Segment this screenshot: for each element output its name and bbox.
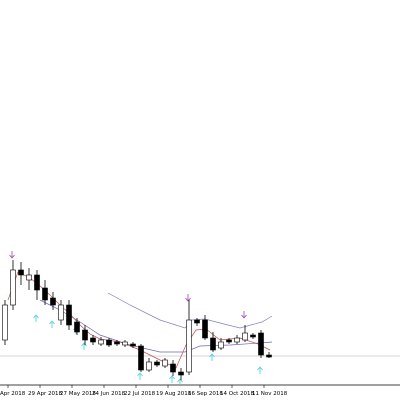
x-tick-label: 24 Jun 2018 <box>92 391 126 397</box>
candle-body <box>42 287 48 301</box>
x-tick-label: 22 Jul 2018 <box>124 391 156 397</box>
fractal-arrows <box>9 251 263 385</box>
candle-body <box>122 341 128 346</box>
candle-body <box>202 319 208 339</box>
candle-body <box>218 341 224 349</box>
candle-body <box>186 319 192 373</box>
candle-body <box>98 339 104 345</box>
x-tick-label: 14 Oct 2018 <box>220 391 255 397</box>
candle-body <box>170 363 176 373</box>
candle-body <box>154 361 160 366</box>
upper-band <box>107 292 273 329</box>
candle-body <box>10 269 16 306</box>
candle-body <box>66 304 72 326</box>
candles <box>2 260 272 380</box>
candle-body <box>178 371 184 376</box>
candle-body <box>250 334 256 338</box>
x-tick-label: 11 Nov 2018 <box>252 391 288 397</box>
candle-body <box>18 269 24 276</box>
candle-body <box>194 319 200 324</box>
candle-body <box>58 304 64 321</box>
candle-body <box>82 329 88 341</box>
candle-body <box>34 274 40 291</box>
x-tick-label: 19 Aug 2018 <box>156 391 192 397</box>
x-tick-label: Apr 2018 <box>0 391 26 397</box>
candle-body <box>50 297 56 306</box>
candle-body <box>146 361 152 371</box>
candle-body <box>242 332 248 341</box>
candle-body <box>106 339 112 346</box>
candle-body <box>2 304 8 341</box>
candle-body <box>226 339 232 343</box>
candle-body <box>234 337 240 343</box>
candle-body <box>138 345 144 371</box>
candle-body <box>114 341 120 345</box>
candle-body <box>162 359 168 367</box>
candle-body <box>90 337 96 343</box>
candle-body <box>130 343 136 347</box>
candle-body <box>74 321 80 333</box>
x-tick-label: 29 Apr 2018 <box>28 391 63 397</box>
x-tick-label: 27 May 2018 <box>60 391 96 397</box>
candle-body <box>258 332 264 356</box>
candle-body <box>210 337 216 351</box>
x-tick-label: 16 Sep 2018 <box>188 391 223 397</box>
candle-body <box>26 274 32 281</box>
candle-body <box>266 354 272 358</box>
